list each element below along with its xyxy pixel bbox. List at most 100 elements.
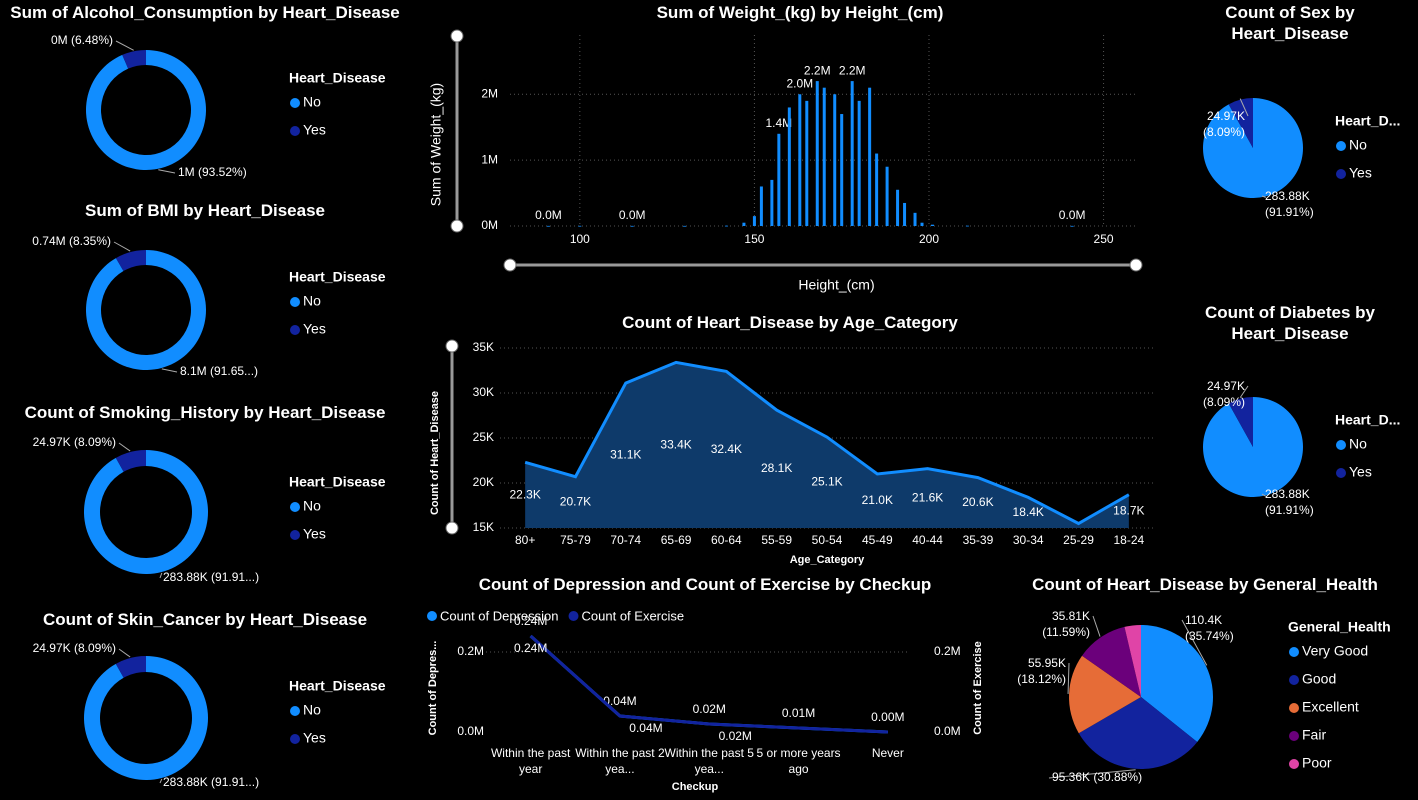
y2-tick-label: 0.0M bbox=[934, 724, 961, 738]
x-tick-label: 75-79 bbox=[560, 533, 591, 547]
data-label: 35.81K (11.59%) bbox=[1042, 609, 1090, 639]
x-tick-label: 150 bbox=[744, 232, 764, 246]
x-tick-label-box: Within the past 2 yea... bbox=[575, 746, 664, 776]
chart-title: Sum of BMI by Heart_Disease bbox=[85, 201, 325, 220]
bar bbox=[930, 224, 934, 226]
x-tick-label: 50-54 bbox=[812, 533, 843, 547]
legend-dot bbox=[290, 297, 300, 307]
legend-dot bbox=[290, 126, 300, 136]
x-tick-label: 35-39 bbox=[963, 533, 994, 547]
data-label: 25.1K bbox=[811, 475, 842, 489]
data-label: 24.97K (8.09%) bbox=[1202, 379, 1245, 409]
y-tick-label: 20K bbox=[473, 475, 494, 489]
data-label: 31.1K bbox=[610, 448, 641, 462]
data-label: 0.02M bbox=[719, 729, 752, 743]
legend-dot bbox=[290, 734, 300, 744]
leader-line bbox=[158, 169, 176, 174]
data-label: 0.01M bbox=[782, 706, 815, 720]
legend-dot bbox=[1289, 759, 1299, 769]
bar bbox=[868, 87, 872, 226]
x-tick-label: 45-49 bbox=[862, 533, 893, 547]
data-label: 18.4K bbox=[1013, 505, 1044, 519]
data-label: 283.88K (91.91...) bbox=[163, 570, 259, 584]
area bbox=[525, 362, 1129, 528]
data-label: 28.1K bbox=[761, 461, 792, 475]
chart-title-box: Sum of Weight_(kg) by Height_(cm) bbox=[656, 3, 944, 22]
x-slider-handle[interactable] bbox=[503, 258, 517, 272]
leader-line bbox=[161, 368, 178, 373]
bar bbox=[630, 225, 634, 227]
data-label: 20.7K bbox=[560, 495, 591, 509]
y-slider-handle[interactable] bbox=[450, 29, 464, 43]
legend-title: Heart_Disease bbox=[289, 678, 386, 694]
data-label: 21.0K bbox=[862, 493, 893, 507]
leader-line bbox=[1048, 769, 1136, 779]
legend-dot bbox=[568, 611, 579, 621]
y-tick-label: 2M bbox=[481, 86, 498, 100]
chart-title: Count of Smoking_History by Heart_Diseas… bbox=[24, 403, 386, 422]
bar bbox=[798, 94, 802, 226]
leader-line bbox=[1067, 662, 1070, 694]
data-label: 18.7K bbox=[1113, 504, 1144, 518]
slice bbox=[1082, 626, 1141, 697]
bar bbox=[840, 114, 844, 226]
x-tick-label: 40-44 bbox=[912, 533, 943, 547]
y-tick-label: 30K bbox=[473, 385, 494, 399]
leader-line bbox=[1239, 385, 1249, 398]
bar bbox=[875, 153, 879, 226]
data-label: 0.24M bbox=[514, 641, 547, 655]
chart-title: Sum of Weight_(kg) by Height_(cm) bbox=[656, 3, 944, 22]
data-label: 20.6K bbox=[962, 495, 993, 509]
legend-dot bbox=[1336, 169, 1346, 179]
x-tick-label: 100 bbox=[570, 232, 590, 246]
legend-item: No bbox=[303, 498, 321, 514]
data-label: 55.95K (18.12%) bbox=[1017, 656, 1066, 686]
bar bbox=[896, 189, 900, 226]
legend-title: General_Health bbox=[1288, 619, 1391, 635]
legend-dot bbox=[1289, 675, 1299, 685]
legend-item: No bbox=[1349, 137, 1367, 153]
legend-item: No bbox=[1349, 436, 1367, 452]
x-slider-handle[interactable] bbox=[1129, 258, 1143, 272]
x-tick-label: 80+ bbox=[515, 533, 535, 547]
legend-dot bbox=[290, 98, 300, 108]
bar bbox=[913, 212, 917, 226]
data-label: 110.4K (35.74%) bbox=[1185, 613, 1234, 643]
legend-dot bbox=[290, 530, 300, 540]
bar bbox=[578, 225, 582, 227]
bar bbox=[724, 225, 728, 227]
slice bbox=[1124, 625, 1141, 697]
y-tick-label: 1M bbox=[481, 152, 498, 166]
data-label: 32.4K bbox=[711, 442, 742, 456]
chart-title: Count of Sex by Heart_Disease bbox=[1225, 3, 1355, 43]
chart-title-box: Count of Heart_Disease by Age_Category bbox=[622, 313, 958, 332]
y-tick-label: 0.2M bbox=[457, 644, 484, 658]
leader-line bbox=[113, 241, 131, 252]
chart-title: Count of Heart_Disease by General_Health bbox=[1032, 575, 1378, 594]
y-tick-label: 0.0M bbox=[457, 724, 484, 738]
chart-title: Count of Heart_Disease by Age_Category bbox=[622, 313, 958, 332]
y-axis-title: Sum of Weight_(kg) bbox=[428, 83, 444, 206]
legend-title: Heart_Disease bbox=[289, 269, 386, 285]
bar bbox=[770, 179, 774, 226]
legend-item: Yes bbox=[303, 526, 326, 542]
data-label-box: 55.95K (18.12%) bbox=[1017, 656, 1066, 686]
chart-title-box: Sum of Alcohol_Consumption by Heart_Dise… bbox=[10, 3, 400, 22]
y-slider-handle[interactable] bbox=[450, 219, 464, 233]
data-label: 24.97K (8.09%) bbox=[1202, 109, 1245, 139]
x-tick-label: 5 or more years ago bbox=[756, 746, 841, 776]
bar bbox=[787, 107, 791, 226]
y-slider-handle[interactable] bbox=[445, 521, 459, 535]
legend-item: Yes bbox=[303, 730, 326, 746]
data-label: 0.0M bbox=[535, 208, 562, 222]
y-tick-label: 25K bbox=[473, 430, 494, 444]
chart-title-box: Count of Heart_Disease by General_Health bbox=[1032, 575, 1378, 594]
chart-title: Count of Diabetes by Heart_Disease bbox=[1204, 303, 1375, 343]
y-slider-handle[interactable] bbox=[445, 339, 459, 353]
legend-item: Yes bbox=[303, 122, 326, 138]
chart-title-box: Count of Smoking_History by Heart_Diseas… bbox=[24, 403, 386, 422]
slice bbox=[122, 50, 146, 69]
bar bbox=[885, 166, 889, 226]
legend-dot bbox=[290, 502, 300, 512]
